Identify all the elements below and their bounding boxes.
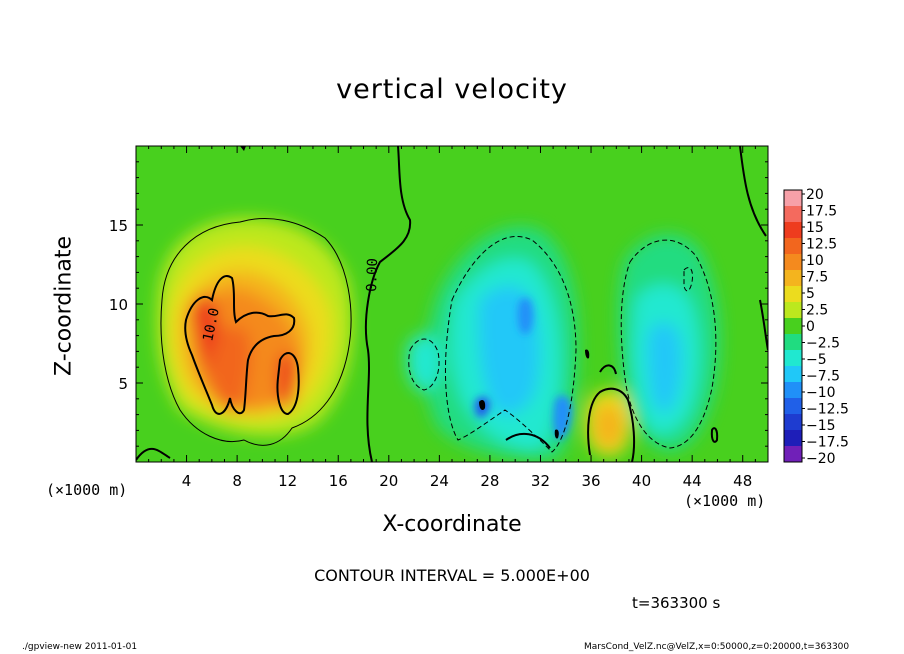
colorbar-label: −2.5 <box>806 336 840 352</box>
colorbar-swatch <box>784 382 802 399</box>
footer-source: MarsCond_VelZ.nc@VelZ,x=0:50000,z=0:2000… <box>584 642 850 652</box>
x-unit-label-right: (×1000 m) <box>684 492 766 510</box>
x-tick-label: 20 <box>379 472 398 490</box>
colorbar-label: 12.5 <box>806 237 837 253</box>
colorbar-label: 2.5 <box>806 303 828 319</box>
x-tick-label: 16 <box>329 472 348 490</box>
colorbar-swatch <box>784 318 802 335</box>
colorbar-swatch <box>784 334 802 351</box>
x-axis: 4 8 12 16 20 24 28 32 36 40 44 48 <box>148 146 756 490</box>
colorbar-label: 5 <box>806 286 815 302</box>
colorbar-label: −15 <box>806 418 836 434</box>
colorbar-swatch <box>784 238 802 255</box>
x-tick-label: 24 <box>430 472 449 490</box>
x-tick-label: 40 <box>632 472 651 490</box>
colorbar: 2017.51512.5107.552.50−2.5−5−7.5−10−12.5… <box>783 187 849 467</box>
colorbar-label: 17.5 <box>806 204 837 220</box>
x-axis-title: X-coordinate <box>382 512 522 537</box>
x-tick-label: 32 <box>531 472 550 490</box>
colorbar-swatch <box>784 366 802 383</box>
colorbar-swatch <box>784 222 802 239</box>
colorbar-swatch <box>784 430 802 447</box>
y-axis: 5 10 15 <box>109 161 768 447</box>
contour-interval: CONTOUR INTERVAL = 5.000E+00 <box>314 566 590 585</box>
y-tick-label: 5 <box>118 375 128 393</box>
colorbar-swatch <box>784 302 802 319</box>
contour-label-10: 10.0 <box>200 307 223 343</box>
chart-title: vertical velocity <box>336 74 568 105</box>
colorbar-label: 15 <box>806 220 824 236</box>
x-unit-label: (×1000 m) <box>46 481 128 499</box>
x-tick-label: 8 <box>232 472 242 490</box>
colorbar-label: 20 <box>806 187 824 203</box>
time-label: t=363300 s <box>632 594 721 612</box>
x-tick-label: 36 <box>581 472 600 490</box>
colorbar-label: −12.5 <box>806 402 849 418</box>
contour-label-0: 0.00 <box>364 258 381 292</box>
colorbar-label: −17.5 <box>806 435 849 451</box>
x-tick-label: 28 <box>480 472 499 490</box>
colorbar-swatch <box>784 254 802 271</box>
velocity-field <box>136 146 768 462</box>
footer-command: ./gpview-new 2011-01-01 <box>22 642 138 652</box>
colorbar-swatch <box>784 190 802 207</box>
colorbar-swatch <box>784 350 802 367</box>
colorbar-label: −7.5 <box>806 369 840 385</box>
x-tick-label: 48 <box>733 472 752 490</box>
colorbar-swatch <box>784 286 802 303</box>
colorbar-label: −10 <box>806 385 836 401</box>
colorbar-swatch <box>784 414 802 431</box>
y-axis-title: Z-coordinate <box>51 236 77 376</box>
y-tick-label: 10 <box>109 296 128 314</box>
colorbar-swatch <box>784 270 802 287</box>
x-tick-label: 44 <box>683 472 702 490</box>
colorbar-label: −5 <box>806 352 827 368</box>
x-tick-label: 12 <box>278 472 297 490</box>
colorbar-label: 0 <box>806 319 815 335</box>
colorbar-swatch <box>784 446 802 463</box>
colorbar-swatch <box>784 206 802 223</box>
colorbar-swatch <box>784 398 802 415</box>
x-tick-label: 4 <box>182 472 192 490</box>
colorbar-label: 10 <box>806 253 824 269</box>
colorbar-label: −20 <box>806 451 836 467</box>
y-tick-label: 15 <box>109 217 128 235</box>
colorbar-label: 7.5 <box>806 270 828 286</box>
